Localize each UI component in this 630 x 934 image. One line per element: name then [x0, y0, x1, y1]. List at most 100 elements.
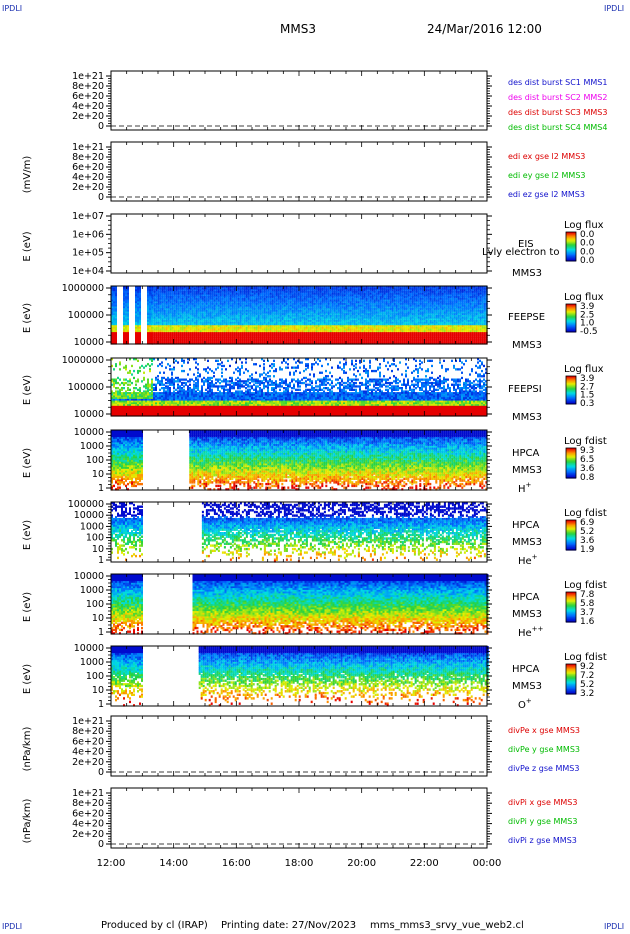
spectro-cell: [235, 296, 238, 299]
spectro-cell: [157, 340, 160, 343]
spectro-cell: [307, 335, 310, 338]
spectro-cell: [263, 316, 266, 319]
spectro-cell: [175, 318, 178, 321]
spectro-cell: [217, 332, 220, 335]
spectro-cell: [255, 338, 258, 342]
spectro-cell: [317, 291, 320, 294]
spectro-cell: [211, 335, 214, 338]
spectro-cell: [201, 316, 204, 319]
spectro-cell: [197, 291, 200, 294]
spectro-cell: [253, 320, 256, 323]
spectro-cell: [293, 320, 296, 323]
spectro-cell: [167, 323, 170, 326]
spectro-cell: [237, 338, 240, 342]
spectro-cell: [259, 308, 262, 311]
spectro-cell: [221, 320, 224, 323]
spectro-cell: [253, 303, 256, 306]
spectro-cell: [209, 333, 212, 337]
spectro-cell: [173, 337, 176, 340]
spectro-cell: [269, 286, 272, 289]
spectro-cell: [203, 313, 206, 316]
spectro-cell: [293, 337, 296, 340]
spectro-cell: [153, 326, 156, 330]
spectro-cell: [191, 333, 194, 337]
spectro-cell: [285, 325, 288, 328]
spectro-cell: [165, 311, 168, 314]
spectro-cell: [261, 297, 264, 301]
spectro-cell: [303, 325, 306, 328]
spectro-cell: [205, 311, 208, 314]
spectro-cell: [137, 286, 139, 289]
spectro-cell: [279, 294, 282, 297]
spectro-cell: [273, 318, 276, 321]
spectro-cell: [307, 340, 310, 343]
spectro-cell: [309, 291, 312, 294]
spectro-cell: [219, 333, 222, 337]
spectro-cell: [167, 304, 170, 308]
spectro-cell: [193, 291, 196, 294]
spectro-cell: [301, 340, 304, 343]
spectro-cell: [217, 325, 220, 328]
spectro-cell: [223, 315, 226, 318]
spectro-cell: [191, 294, 194, 297]
spectro-cell: [311, 330, 314, 333]
spectro-cell: [171, 286, 174, 289]
spectro-cell: [169, 308, 172, 311]
spectro-cell: [173, 318, 176, 321]
spectro-cell: [225, 308, 228, 311]
spectro-cell: [291, 328, 294, 331]
spectro-cell: [195, 320, 198, 323]
spectro-cell: [259, 333, 262, 337]
spectro-cell: [307, 332, 310, 335]
colorbar-cell: [566, 247, 576, 250]
spectro-cell: [255, 320, 258, 323]
spectro-cell: [115, 342, 117, 345]
spectro-cell: [151, 335, 154, 338]
spectro-cell: [151, 306, 154, 309]
spectro-cell: [199, 291, 202, 294]
spectro-cell: [257, 335, 260, 338]
spectro-cell: [277, 292, 280, 296]
spectro-cell: [247, 296, 250, 299]
spectro-cell: [183, 306, 186, 309]
spectro-cell: [163, 291, 166, 294]
spectro-cell: [305, 335, 308, 338]
spectro-cell: [125, 342, 127, 345]
spectro-cell: [179, 309, 182, 313]
spectro-cell: [229, 292, 232, 296]
spectro-cell: [217, 316, 220, 319]
spectro-cell: [153, 296, 156, 299]
spectro-cell: [293, 306, 296, 309]
spectro-cell: [187, 338, 190, 342]
spectro-cell: [243, 325, 246, 328]
spectro-cell: [247, 303, 250, 306]
spectro-cell: [311, 291, 314, 294]
spectro-cell: [277, 291, 280, 294]
spectro-cell: [323, 333, 326, 337]
spectro-cell: [251, 304, 254, 308]
spectro-cell: [135, 289, 137, 292]
spectro-cell: [237, 328, 240, 331]
spectro-cell: [183, 294, 186, 297]
spectro-cell: [293, 311, 296, 314]
spectro-cell: [325, 296, 328, 299]
spectro-cell: [163, 316, 166, 319]
spectro-cell: [135, 342, 137, 345]
spectro-cell: [301, 306, 304, 309]
spectro-cell: [241, 303, 244, 306]
spectro-cell: [313, 338, 316, 342]
spectro-cell: [245, 311, 248, 314]
spectro-cell: [249, 326, 252, 330]
spectro-cell: [219, 291, 222, 294]
spectro-cell: [211, 287, 214, 290]
spectro-cell: [299, 297, 302, 301]
spectro-cell: [307, 287, 310, 290]
spectro-cell: [181, 323, 184, 326]
spectro-cell: [231, 337, 234, 340]
spectro-cell: [227, 320, 230, 323]
spectro-cell: [241, 287, 244, 290]
spectro-cell: [261, 326, 264, 330]
spectro-cell: [169, 342, 172, 345]
spectro-cell: [167, 291, 170, 294]
spectro-cell: [127, 326, 129, 330]
